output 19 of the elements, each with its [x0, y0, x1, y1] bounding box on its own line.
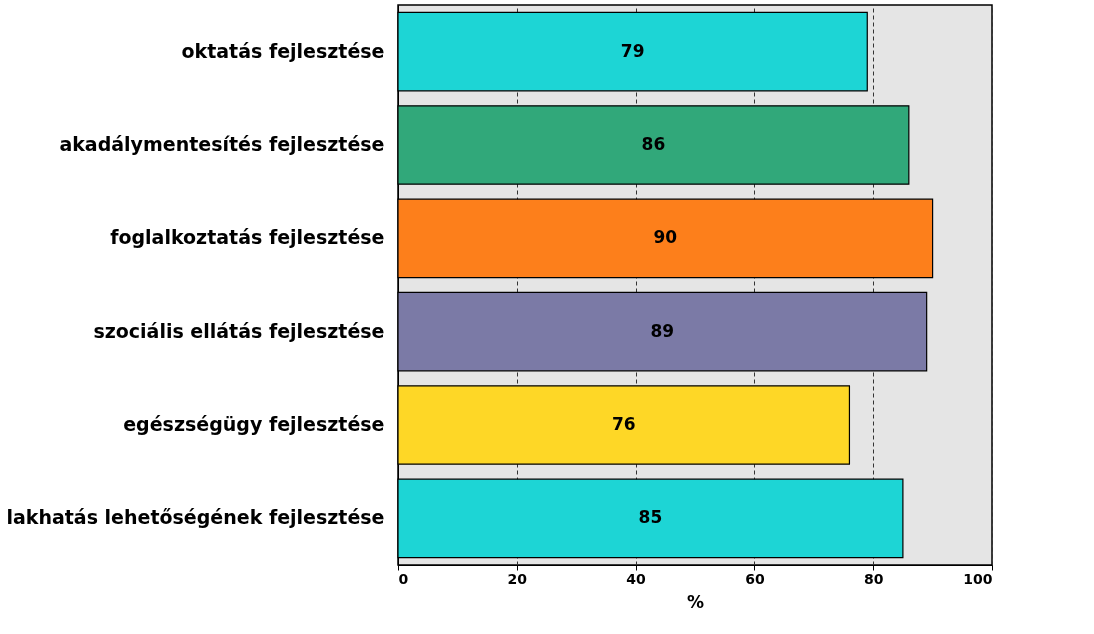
data-label: 90	[653, 227, 678, 248]
data-label: 86	[641, 134, 666, 154]
x-tick-label: 20	[507, 570, 528, 587]
y-tick-label: egészségügy fejlesztése	[123, 413, 385, 435]
data-label: 76	[611, 414, 636, 434]
x-tick-label: 80	[863, 570, 884, 587]
x-tick-label: 60	[745, 570, 765, 587]
data-label: 85	[638, 507, 663, 528]
x-tick-label: 100	[963, 570, 993, 587]
x-axis-title: %	[686, 591, 705, 612]
y-tick-label: akadálymentesítés fejlesztése	[59, 133, 385, 155]
x-tick-label: 0	[398, 570, 409, 587]
y-tick-label: lakhatás lehetőségének fejlesztése	[6, 506, 385, 529]
x-tick-label: 40	[626, 570, 647, 587]
y-tick-label: oktatás fejlesztése	[181, 39, 385, 62]
y-tick-label: foglalkoztatás fejlesztése	[110, 226, 385, 249]
y-tick-label: szociális ellátás fejlesztése	[93, 319, 385, 342]
data-label: 89	[650, 320, 675, 341]
data-label: 79	[620, 40, 645, 61]
